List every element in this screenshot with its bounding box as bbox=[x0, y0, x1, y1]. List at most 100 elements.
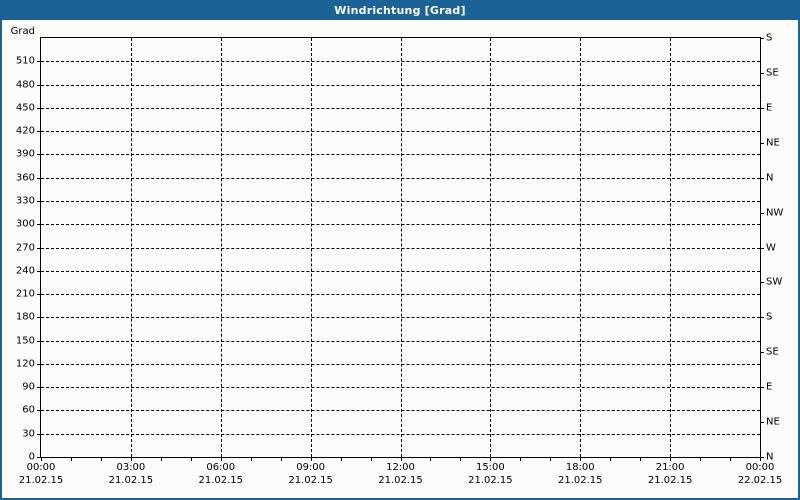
y-axis-unit-label: Grad bbox=[10, 26, 35, 37]
x-axis-tick-time: 00:00 bbox=[26, 462, 56, 473]
y-axis-tick-label: 60 bbox=[22, 404, 35, 416]
y-axis-right-tick bbox=[760, 142, 764, 144]
x-axis-tick-label: 15:00 21.02.15 bbox=[468, 461, 513, 487]
y-axis-right-tick bbox=[760, 107, 764, 109]
y-axis-right-labels: N NE E SE S SW W NW N NE E SE S bbox=[766, 33, 798, 463]
y-axis-right-tick-label: E bbox=[766, 102, 773, 114]
y-axis-tick bbox=[37, 247, 41, 249]
x-axis-tick-label: 06:00 21.02.15 bbox=[198, 461, 243, 487]
y-axis-tick-label: 420 bbox=[15, 125, 35, 137]
y-axis-tick-label: 390 bbox=[15, 148, 35, 160]
y-axis-tick-label: 450 bbox=[15, 102, 35, 114]
y-axis-right-tick bbox=[760, 282, 764, 284]
x-axis-tick-time: 00:00 bbox=[745, 462, 775, 473]
y-axis-right-tick-label: NE bbox=[766, 137, 780, 149]
x-axis-tick-time: 09:00 bbox=[296, 462, 326, 473]
x-axis-tick-date: 21.02.15 bbox=[557, 475, 603, 486]
x-axis-minor-tick bbox=[550, 457, 552, 461]
x-axis-tick-date: 21.02.15 bbox=[108, 475, 154, 486]
x-axis-minor-tick bbox=[520, 457, 522, 461]
y-axis-tick bbox=[37, 294, 41, 296]
gridline-vertical bbox=[310, 38, 312, 457]
x-axis-tick-label: 18:00 21.02.15 bbox=[558, 461, 603, 487]
x-axis-minor-tick bbox=[700, 457, 702, 461]
y-axis-right-tick-label: N bbox=[766, 451, 774, 463]
y-axis-tick bbox=[37, 224, 41, 226]
x-axis-tick-time: 06:00 bbox=[206, 462, 236, 473]
x-axis-minor-tick bbox=[70, 457, 72, 461]
y-axis-right-tick bbox=[760, 177, 764, 179]
y-axis-tick bbox=[37, 131, 41, 133]
x-axis-minor-tick bbox=[430, 457, 432, 461]
y-axis-tick-label: 30 bbox=[22, 428, 35, 440]
gridline-vertical bbox=[670, 38, 672, 457]
y-axis-right-tick bbox=[760, 387, 764, 389]
x-axis-tick-date: 21.02.15 bbox=[288, 475, 333, 486]
x-axis-tick-label: 03:00 21.02.15 bbox=[109, 461, 154, 487]
x-axis-minor-tick bbox=[100, 457, 102, 461]
x-axis-minor-tick bbox=[280, 457, 282, 461]
x-axis-tick bbox=[220, 457, 222, 461]
y-axis-right-tick bbox=[760, 317, 764, 319]
x-axis-tick bbox=[130, 457, 132, 461]
x-axis-minor-tick bbox=[640, 457, 642, 461]
x-axis-minor-tick bbox=[340, 457, 342, 461]
x-axis-minor-tick bbox=[460, 457, 462, 461]
x-axis-tick-time: 18:00 bbox=[565, 462, 595, 473]
y-axis-tick bbox=[37, 270, 41, 272]
y-axis-tick bbox=[37, 387, 41, 389]
x-axis-tick-label: 21:00 21.02.15 bbox=[648, 461, 693, 487]
x-axis-tick bbox=[580, 457, 582, 461]
chart-canvas: Grad 0 30 60 90 120 150 180 210 240 270 300 330 360 3… bbox=[2, 20, 798, 498]
y-axis-right-tick bbox=[760, 38, 764, 39]
x-axis-tick-time: 03:00 bbox=[116, 462, 146, 473]
y-axis-tick bbox=[37, 340, 41, 342]
gridline-vertical bbox=[490, 38, 492, 457]
x-axis-tick-time: 12:00 bbox=[386, 462, 415, 473]
x-axis-tick-date: 22.02.15 bbox=[737, 475, 783, 486]
y-axis-tick-label: 330 bbox=[15, 195, 35, 207]
y-axis-right-tick-label: E bbox=[766, 381, 773, 393]
y-axis-tick-label: 300 bbox=[15, 218, 35, 230]
y-axis-right-tick bbox=[760, 457, 764, 458]
gridline-vertical bbox=[580, 38, 582, 457]
y-axis-tick bbox=[37, 410, 41, 412]
x-axis-minor-tick bbox=[160, 457, 162, 461]
y-axis-right-tick bbox=[760, 72, 764, 74]
y-axis-right-tick bbox=[760, 247, 764, 249]
x-axis-tick-time: 15:00 bbox=[475, 462, 505, 473]
x-axis-tick-date: 21.02.15 bbox=[378, 475, 423, 486]
y-axis-tick-label: 360 bbox=[15, 172, 35, 184]
x-axis-minor-tick bbox=[250, 457, 252, 461]
y-axis-right-tick bbox=[760, 212, 764, 214]
x-axis-tick-label: 09:00 21.02.15 bbox=[288, 461, 333, 487]
x-axis-tick-time: 21:00 bbox=[655, 462, 685, 473]
x-axis-tick-label: 00:00 22.02.15 bbox=[738, 461, 783, 487]
x-axis-tick bbox=[760, 457, 761, 461]
y-axis-tick-label: 150 bbox=[15, 335, 35, 347]
x-axis-tick-date: 21.02.15 bbox=[647, 475, 693, 486]
x-axis-tick bbox=[41, 457, 42, 461]
y-axis-right-tick-label: N bbox=[766, 172, 774, 184]
x-axis-minor-tick bbox=[610, 457, 612, 461]
x-axis-tick bbox=[310, 457, 312, 461]
x-axis-minor-tick bbox=[190, 457, 192, 461]
y-axis-tick-label: 0 bbox=[28, 451, 35, 463]
y-axis-right-tick-label: W bbox=[766, 242, 776, 253]
x-axis-tick bbox=[670, 457, 672, 461]
x-axis-minor-tick bbox=[730, 457, 732, 461]
x-axis-tick-label: 00:00 21.02.15 bbox=[19, 461, 64, 487]
y-axis-tick bbox=[37, 154, 41, 156]
y-axis-right-tick-label: SE bbox=[766, 67, 779, 79]
page-title: Windrichtung [Grad] bbox=[334, 3, 466, 17]
y-axis-right-tick-label: SE bbox=[766, 346, 779, 358]
y-axis-tick-label: 270 bbox=[15, 242, 35, 253]
y-axis-right-tick-label: S bbox=[766, 311, 773, 323]
window-title-bar: Windrichtung [Grad] bbox=[0, 0, 800, 20]
y-axis-left-labels: Grad 0 30 60 90 120 150 180 210 240 270 300 330 360 3… bbox=[2, 26, 35, 463]
y-axis-tick bbox=[37, 433, 41, 435]
y-axis-tick-label: 210 bbox=[15, 288, 35, 300]
y-axis-tick bbox=[37, 177, 41, 179]
y-axis-tick bbox=[37, 457, 41, 458]
y-axis-right-tick bbox=[760, 352, 764, 354]
